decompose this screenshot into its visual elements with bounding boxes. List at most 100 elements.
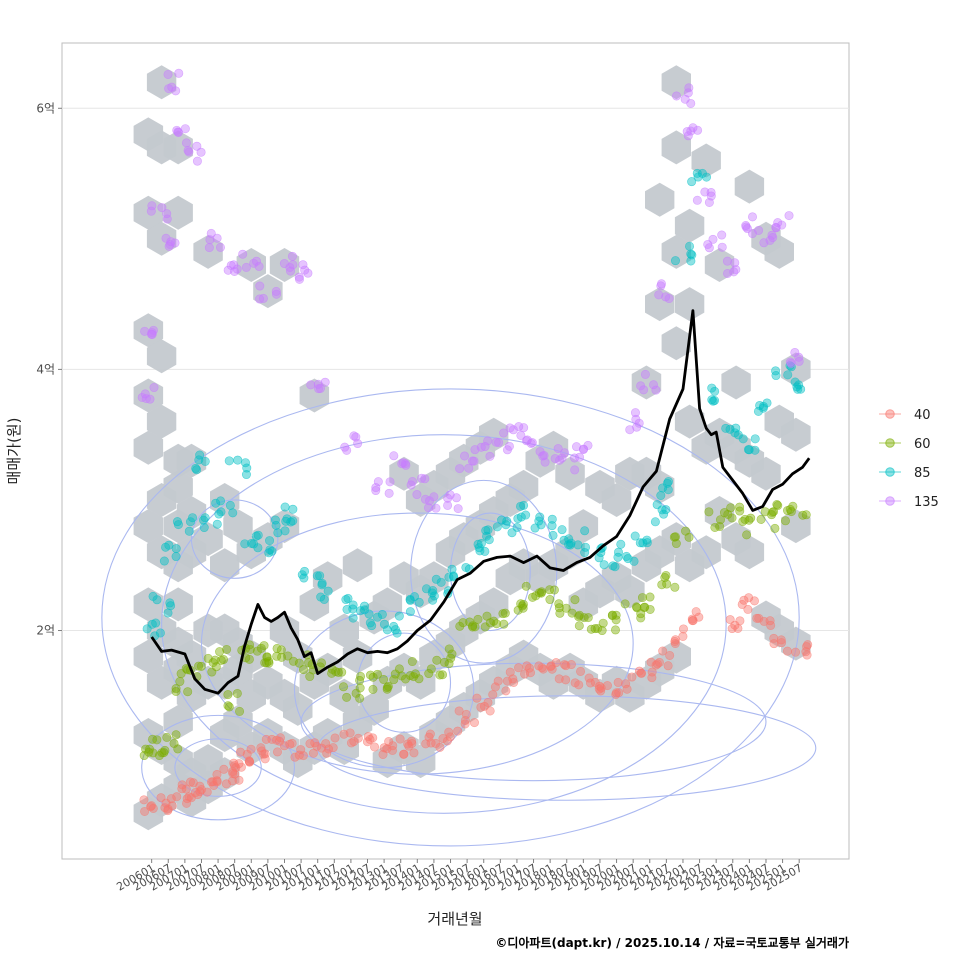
scatter-point [167,801,177,811]
scatter-point [313,379,323,389]
scatter-point [505,667,515,677]
scatter-point [152,595,162,605]
scatter-point [405,671,415,681]
scatter-point [171,684,181,694]
legend-key-dot [885,496,895,506]
scatter-point [547,514,557,524]
scatter-point [516,430,526,440]
scatter-point [658,646,668,656]
hexbin-cell [133,378,164,413]
scatter-point [142,624,152,634]
scatter-point [174,68,184,78]
scatter-point [204,243,214,253]
y-axis: 2억 4억 6억 [36,101,62,638]
scatter-point [576,666,586,676]
scatter-point [183,687,193,697]
scatter-point [738,434,748,444]
scatter-point [420,474,430,484]
scatter-point [275,736,285,746]
scatter-point [447,564,457,574]
scatter-point [610,625,620,635]
scatter-point [687,177,697,187]
scatter-point [686,249,696,259]
scatter-point [473,614,483,624]
scatter-point [584,673,594,683]
hexbin-cell [555,456,585,491]
scatter-point [620,599,630,609]
scatter-point [139,795,149,805]
scatter-point [241,262,251,272]
scatter-point [379,619,389,629]
density-contour [200,512,634,775]
scatter-point [171,544,181,554]
density-contour [141,714,295,821]
scatter-point [744,445,754,455]
scatter-point [717,230,727,240]
scatter-point [342,604,352,614]
scatter-point [580,526,590,536]
scatter-point [614,688,624,698]
scatter-point [771,223,781,233]
scatter-point [234,759,244,769]
scatter-point [784,211,794,221]
scatter-point [272,289,282,299]
scatter-point [425,729,435,739]
scatter-point [746,513,756,523]
scatter-point [164,241,174,251]
scatter-point [715,522,725,532]
scatter-point [768,233,778,243]
scatter-point [209,780,219,790]
scatter-point [163,608,173,618]
scatter-point [460,719,470,729]
scatter-point [252,256,262,266]
scatter-point [782,646,792,656]
scatter-point [449,571,459,581]
scatter-point [538,664,548,674]
scatter-point [288,516,298,526]
scatter-point [171,86,181,96]
scatter-point [788,501,798,511]
scatter-point [212,233,222,243]
scatter-point [283,651,293,661]
scatter-point [613,552,623,562]
scatter-point [265,536,275,546]
scatter-point [622,684,632,694]
scatter-point [339,682,349,692]
scatter-point [431,574,441,584]
scatter-point [527,438,537,448]
scatter-point [272,651,282,661]
hexbin-cell [223,704,253,739]
scatter-point [561,661,571,671]
scatter-point [171,730,181,740]
hexbin-cell [389,456,419,491]
hexbin-cell [645,469,675,504]
scatter-point [234,775,244,785]
scatter-point [549,585,559,595]
scatter-point [693,125,703,135]
scatter-point [762,398,772,408]
scatter-point [384,488,394,498]
scatter-point [710,386,720,396]
hexbin-cell [645,182,675,217]
scatter-point [665,650,675,660]
scatter-point [546,661,556,671]
scatter-point [363,731,373,741]
scatter-point [446,653,456,663]
scatter-point [317,658,327,668]
scatter-point [299,665,309,675]
scatter-point [777,220,787,230]
scatter-point [566,538,576,548]
hexbin-cell [704,248,735,282]
scatter-point [184,526,194,536]
hexbin-cell [645,287,675,322]
scatter-point [246,744,256,754]
scatter-point [340,442,350,452]
scatter-point [678,631,688,641]
scatter-point [502,445,512,455]
scatter-point [488,690,498,700]
hexbin-cell [721,365,751,400]
scatter-point [470,622,480,632]
scatter-point [188,513,198,523]
hexbin-cell [210,548,240,583]
scatter-point [348,613,358,623]
